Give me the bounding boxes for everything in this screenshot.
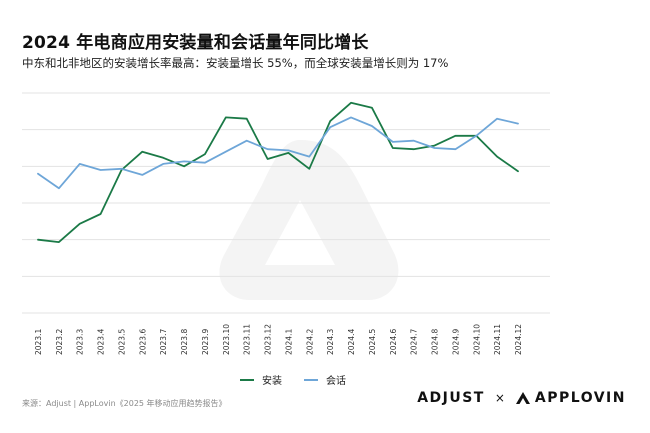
- x-tick-label: 2023.5: [117, 329, 126, 355]
- legend: 安装 会话: [240, 372, 346, 387]
- adjust-logo: ADJUST: [417, 390, 485, 406]
- x-tick-label: 2024.4: [347, 329, 356, 355]
- x-tick-label: 2024.5: [368, 329, 377, 355]
- x-tick-label: 2024.3: [326, 329, 335, 355]
- x-tick-label: 2024.8: [431, 329, 440, 355]
- brand-logos: ADJUST × APPLOVIN: [417, 390, 626, 406]
- x-tick-label: 2023.6: [138, 329, 147, 355]
- legend-swatch-sessions: [304, 378, 318, 381]
- series-line-sessions: [37, 116, 519, 190]
- x-tick-label: 2023.9: [201, 329, 210, 355]
- applovin-mark-icon: [515, 392, 530, 404]
- legend-swatch-installs: [240, 378, 254, 381]
- x-tick-label: 2024.9: [451, 329, 460, 355]
- x-tick-label: 2023.11: [243, 324, 252, 355]
- chart-title: 2024 年电商应用安装量和会话量年同比增长: [22, 33, 369, 53]
- x-tick-label: 2023.7: [159, 329, 168, 355]
- x-tick-label: 2023.3: [76, 329, 85, 355]
- x-tick-label: 2024.12: [514, 324, 523, 355]
- x-tick-label: 2024.2: [305, 329, 314, 355]
- x-tick-label: 2023.8: [180, 329, 189, 355]
- watermark-logo: [219, 140, 399, 300]
- x-tick-label: 2024.10: [472, 324, 481, 355]
- legend-item-installs: 安装: [240, 372, 282, 387]
- applovin-logo: APPLOVIN: [515, 390, 626, 406]
- x-tick-label: 2023.4: [97, 329, 106, 355]
- legend-item-sessions: 会话: [304, 372, 346, 387]
- x-tick-label: 2024.7: [410, 329, 419, 355]
- x-tick-label: 2024.11: [493, 324, 502, 355]
- x-tick-label: 2023.2: [55, 329, 64, 355]
- legend-label-sessions: 会话: [326, 376, 346, 387]
- applovin-wordmark: APPLOVIN: [534, 390, 626, 406]
- x-tick-label: 2024.1: [284, 329, 293, 355]
- x-tick-label: 2023.10: [222, 324, 231, 355]
- watermark-cutout: [265, 200, 335, 265]
- chart-subtitle: 中东和北非地区的安装增长率最高：安装量增长 55%，而全球安装量增长则为 17%: [22, 56, 449, 70]
- brand-separator: ×: [494, 391, 505, 405]
- x-tick-label: 2023.12: [264, 324, 273, 355]
- x-tick-label: 2024.6: [389, 329, 398, 355]
- x-tick-label: 2023.1: [34, 329, 43, 355]
- series-line-installs: [37, 101, 519, 244]
- legend-label-installs: 安装: [262, 376, 282, 387]
- source-note: 来源：Adjust | AppLovin《2025 年移动应用趋势报告》: [22, 399, 227, 408]
